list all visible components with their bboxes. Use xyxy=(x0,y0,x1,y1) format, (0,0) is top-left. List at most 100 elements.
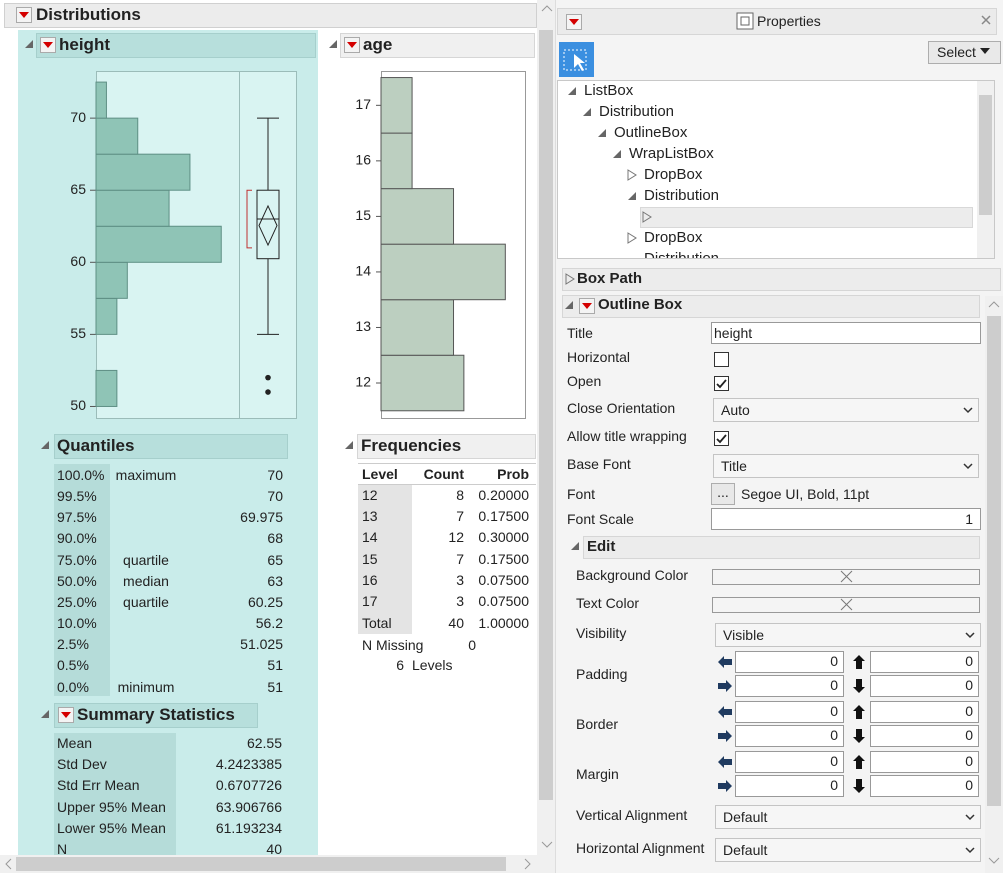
tree-row[interactable]: OutlineBox xyxy=(614,124,688,141)
arrow-icon-shape xyxy=(853,779,865,793)
disclosure-closed[interactable] xyxy=(565,273,575,285)
dropdown[interactable] xyxy=(715,623,981,647)
tree-row[interactable]: Distribution xyxy=(599,103,675,120)
disclosure-open-shape xyxy=(568,87,576,95)
scroll-thumb[interactable] xyxy=(16,857,506,871)
scroll-down[interactable] xyxy=(541,840,553,850)
tree-row[interactable]: WrapListBox xyxy=(629,145,714,162)
disclosure-open[interactable] xyxy=(567,86,577,96)
arrow-icon-shape xyxy=(853,729,865,743)
disclosure-open[interactable] xyxy=(570,541,580,551)
tree-row[interactable]: DropBox xyxy=(644,229,703,246)
checkbox[interactable] xyxy=(714,352,729,367)
field-label: Background Color xyxy=(576,567,689,583)
summary-header xyxy=(54,703,258,728)
disclosure-open[interactable] xyxy=(344,440,354,450)
number-input[interactable] xyxy=(735,775,844,797)
scroll-down-shape xyxy=(988,857,1000,864)
disclosure-closed[interactable] xyxy=(642,211,652,223)
disclosure-open[interactable] xyxy=(24,39,34,49)
disclosure-open[interactable] xyxy=(612,149,622,159)
properties-icon-shape xyxy=(736,12,754,30)
scroll-thumb[interactable] xyxy=(539,30,553,800)
menu-button[interactable] xyxy=(40,37,56,53)
arrow-icon-shape xyxy=(853,705,865,719)
dropdown-chevron xyxy=(963,463,973,470)
number-input[interactable] xyxy=(735,651,844,673)
number-input[interactable] xyxy=(870,701,979,723)
arrow-icon-shape xyxy=(718,706,732,718)
arrow-icon-shape xyxy=(718,756,732,768)
scroll-down[interactable] xyxy=(988,856,1000,866)
dropdown-chevron xyxy=(965,632,975,639)
number-input[interactable] xyxy=(735,675,844,697)
dropdown[interactable] xyxy=(713,398,979,422)
text-input[interactable] xyxy=(711,322,981,344)
input-value: 0 xyxy=(965,677,973,693)
menu-button[interactable] xyxy=(579,298,595,314)
disclosure-open[interactable] xyxy=(564,300,574,310)
scroll-up[interactable] xyxy=(988,300,1000,310)
number-input[interactable] xyxy=(870,675,979,697)
dropdown[interactable] xyxy=(713,454,979,478)
arrow-icon-shape xyxy=(853,729,865,743)
disclosure-open[interactable] xyxy=(597,128,607,138)
disclosure-open-shape xyxy=(25,40,33,48)
quantile-level: 0.0% xyxy=(57,678,89,695)
number-input[interactable] xyxy=(870,751,979,773)
number-input[interactable] xyxy=(870,775,979,797)
menu-button[interactable] xyxy=(566,14,582,30)
select-tool[interactable] xyxy=(559,42,594,77)
field-label: Border xyxy=(576,716,619,732)
scroll-thumb[interactable] xyxy=(987,316,1001,806)
select-button[interactable] xyxy=(928,41,1001,64)
dropdown[interactable] xyxy=(715,805,981,829)
disclosure-open[interactable] xyxy=(40,709,50,719)
text-input[interactable] xyxy=(711,508,981,530)
arrow-icon-shape xyxy=(853,679,865,693)
arrow-icon xyxy=(853,679,865,693)
tree-row[interactable]: Distribution xyxy=(644,250,719,258)
scroll-thumb[interactable] xyxy=(979,95,992,215)
number-input[interactable] xyxy=(735,725,844,747)
tree-row[interactable]: DropBox xyxy=(644,166,703,183)
input-value: 0 xyxy=(965,727,973,743)
quantile-value: 51.025 xyxy=(240,636,283,653)
input-value: 0 xyxy=(830,777,838,793)
select-tool-shape xyxy=(563,49,587,71)
disclosure-closed[interactable] xyxy=(627,169,637,181)
font-button[interactable] xyxy=(711,483,735,505)
disclosure-closed[interactable] xyxy=(627,232,637,244)
tree-row[interactable]: Distribution xyxy=(644,187,720,204)
disclosure-open[interactable] xyxy=(40,440,50,450)
summary-value: 40 xyxy=(266,841,282,857)
scroll-left[interactable] xyxy=(4,858,14,870)
close-button[interactable] xyxy=(981,15,991,25)
summary-label: Mean xyxy=(57,735,93,751)
number-input[interactable] xyxy=(870,651,979,673)
number-input[interactable] xyxy=(870,725,979,747)
freq-prob: 0.07500 xyxy=(478,593,529,609)
dropdown[interactable] xyxy=(715,838,981,862)
number-input[interactable] xyxy=(735,751,844,773)
dropdown-arrow-shape xyxy=(980,48,990,54)
field-label: Base Font xyxy=(567,456,631,472)
scroll-right[interactable] xyxy=(523,858,533,870)
disclosure-open[interactable] xyxy=(582,107,592,117)
disclosure-open[interactable] xyxy=(627,191,637,201)
scroll-up[interactable] xyxy=(541,4,553,14)
field-label: Padding xyxy=(576,666,628,682)
menu-button[interactable] xyxy=(344,37,360,53)
freq-level: 17 xyxy=(362,593,378,609)
menu-button[interactable] xyxy=(58,707,74,723)
no-color-shape xyxy=(840,570,853,583)
disclosure-open[interactable] xyxy=(328,39,338,49)
box-divider xyxy=(239,72,240,418)
menu-button[interactable] xyxy=(16,7,32,23)
number-input[interactable] xyxy=(735,701,844,723)
tree-row[interactable]: ListBox xyxy=(584,82,634,99)
summary-value: 61.193234 xyxy=(215,819,282,836)
quantile-label: minimum xyxy=(117,678,175,695)
quantile-value: 70 xyxy=(267,467,283,483)
dropdown-value: Default xyxy=(723,809,768,825)
